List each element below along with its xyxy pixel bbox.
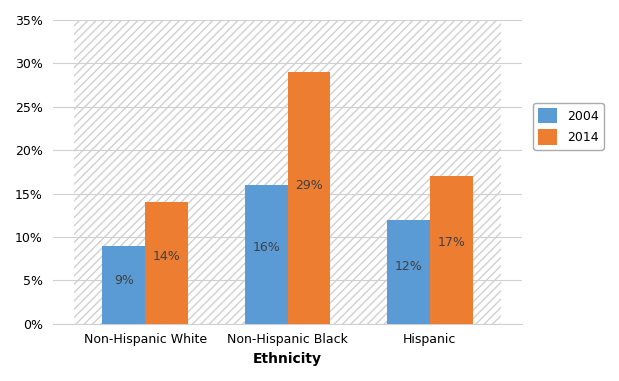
Bar <box>145 202 188 324</box>
Text: 17%: 17% <box>438 236 465 249</box>
Text: 16%: 16% <box>253 241 280 254</box>
Text: 16%: 16% <box>253 241 280 254</box>
Bar <box>387 219 430 324</box>
Legend: 2004, 2014: 2004, 2014 <box>534 103 604 150</box>
Bar <box>287 72 331 324</box>
Text: 14%: 14% <box>153 250 180 263</box>
Text: 9%: 9% <box>114 274 134 287</box>
Text: 14%: 14% <box>153 250 180 263</box>
Bar <box>245 185 287 324</box>
Bar <box>287 72 331 324</box>
Bar <box>102 246 145 324</box>
Text: 29%: 29% <box>295 179 322 192</box>
Text: 29%: 29% <box>295 179 322 192</box>
X-axis label: Ethnicity: Ethnicity <box>253 352 322 366</box>
Bar <box>145 202 188 324</box>
Bar <box>387 219 430 324</box>
Text: 12%: 12% <box>395 260 422 273</box>
Text: 12%: 12% <box>395 260 422 273</box>
Bar <box>102 246 145 324</box>
Text: 17%: 17% <box>438 236 465 249</box>
Bar <box>430 176 473 324</box>
Bar <box>245 185 287 324</box>
Bar <box>430 176 473 324</box>
Text: 9%: 9% <box>114 274 134 287</box>
